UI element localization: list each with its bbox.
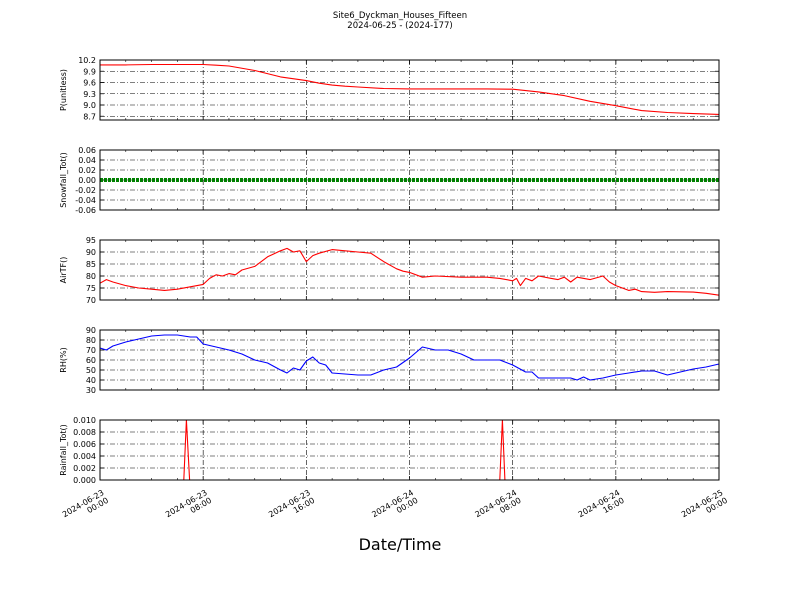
y-tick-label: 0.04 [78, 156, 96, 165]
y-axis-label: RH(%) [59, 347, 68, 372]
plot-frame [99, 239, 720, 301]
y-tick-label: 9.6 [83, 79, 96, 88]
y-tick-label: 0.002 [73, 464, 96, 473]
y-tick-label: 0.02 [78, 166, 96, 175]
y-tick-label: 0.008 [73, 428, 96, 437]
y-tick-label: 85 [86, 260, 96, 269]
y-tick-label: 40 [86, 376, 96, 385]
x-tick-label: 2024-06-2408:00 [473, 488, 522, 527]
x-tick-label: 2024-06-2500:00 [680, 488, 729, 527]
x-tick-label: 2024-06-2400:00 [370, 488, 419, 527]
y-tick-label: -0.02 [75, 186, 96, 195]
y-tick-label: 0.010 [73, 416, 96, 425]
y-axis-label: AirTF() [59, 257, 68, 284]
series-line [100, 63, 720, 115]
y-tick-label: 30 [86, 386, 96, 395]
y-tick-label: 50 [86, 366, 96, 375]
y-tick-label: 0.06 [78, 146, 96, 155]
subplot-1: 10.2 9.9 9.6 9.3 9.0 8.7 P(unitless) [59, 56, 720, 121]
y-tick-label: 90 [86, 248, 96, 257]
subplot-2: 0.060.040.020.00-0.02-0.04-0.06 Snowfall_… [59, 146, 720, 215]
subplot-3: 95 90 85 80 75 70 AirTF() [59, 236, 720, 305]
y-tick-label: 80 [86, 272, 96, 281]
y-tick-label: 80 [86, 336, 96, 345]
y-tick-label: 60 [86, 356, 96, 365]
y-tick-label: 70 [86, 346, 96, 355]
series-line [99, 247, 720, 296]
plot-frame [99, 59, 720, 121]
y-tick-label: 90 [86, 326, 96, 335]
y-tick-label: 0.00 [78, 176, 96, 185]
y-tick-label: 8.7 [83, 112, 96, 121]
y-tick-label: -0.04 [75, 196, 96, 205]
y-tick-label: 70 [86, 296, 96, 305]
y-axis-label: P(unitless) [59, 69, 68, 111]
x-axis-label: Date/Time [358, 535, 442, 554]
series-line [99, 334, 720, 381]
y-tick-label: -0.06 [75, 206, 96, 215]
y-tick-label: 10.2 [78, 56, 96, 65]
plot-frame [99, 329, 720, 391]
x-tick-label: 2024-06-2300:00 [61, 488, 110, 527]
y-axis-label: Rainfall_Tot() [59, 424, 68, 476]
y-tick-label: 9.3 [83, 90, 96, 99]
plot-frame [99, 419, 720, 481]
subplot-5: 0.010 0.008 0.006 0.004 0.002 0.000 Rainfall_T… [59, 416, 720, 485]
y-tick-label: 9.9 [83, 67, 96, 76]
y-tick-label: 0.004 [73, 452, 96, 461]
y-axis-label: Snowfall_Tot() [59, 152, 68, 208]
x-tick-label: 2024-06-2308:00 [164, 488, 213, 527]
x-tick-label: 2024-06-2316:00 [267, 488, 316, 527]
chart-title: Site6_Dyckman_Houses_Fifteen [332, 11, 468, 21]
y-tick-label: 75 [86, 284, 96, 293]
chart-subtitle: 2024-06-25 - (2024-177) [347, 21, 453, 31]
plot-frame [99, 149, 720, 211]
y-tick-label: 0.006 [73, 440, 96, 449]
x-tick-label: 2024-06-2416:00 [577, 488, 626, 527]
y-tick-label: 95 [86, 236, 96, 245]
y-tick-label: 9.0 [83, 101, 96, 110]
y-tick-label: 0.000 [73, 476, 96, 485]
